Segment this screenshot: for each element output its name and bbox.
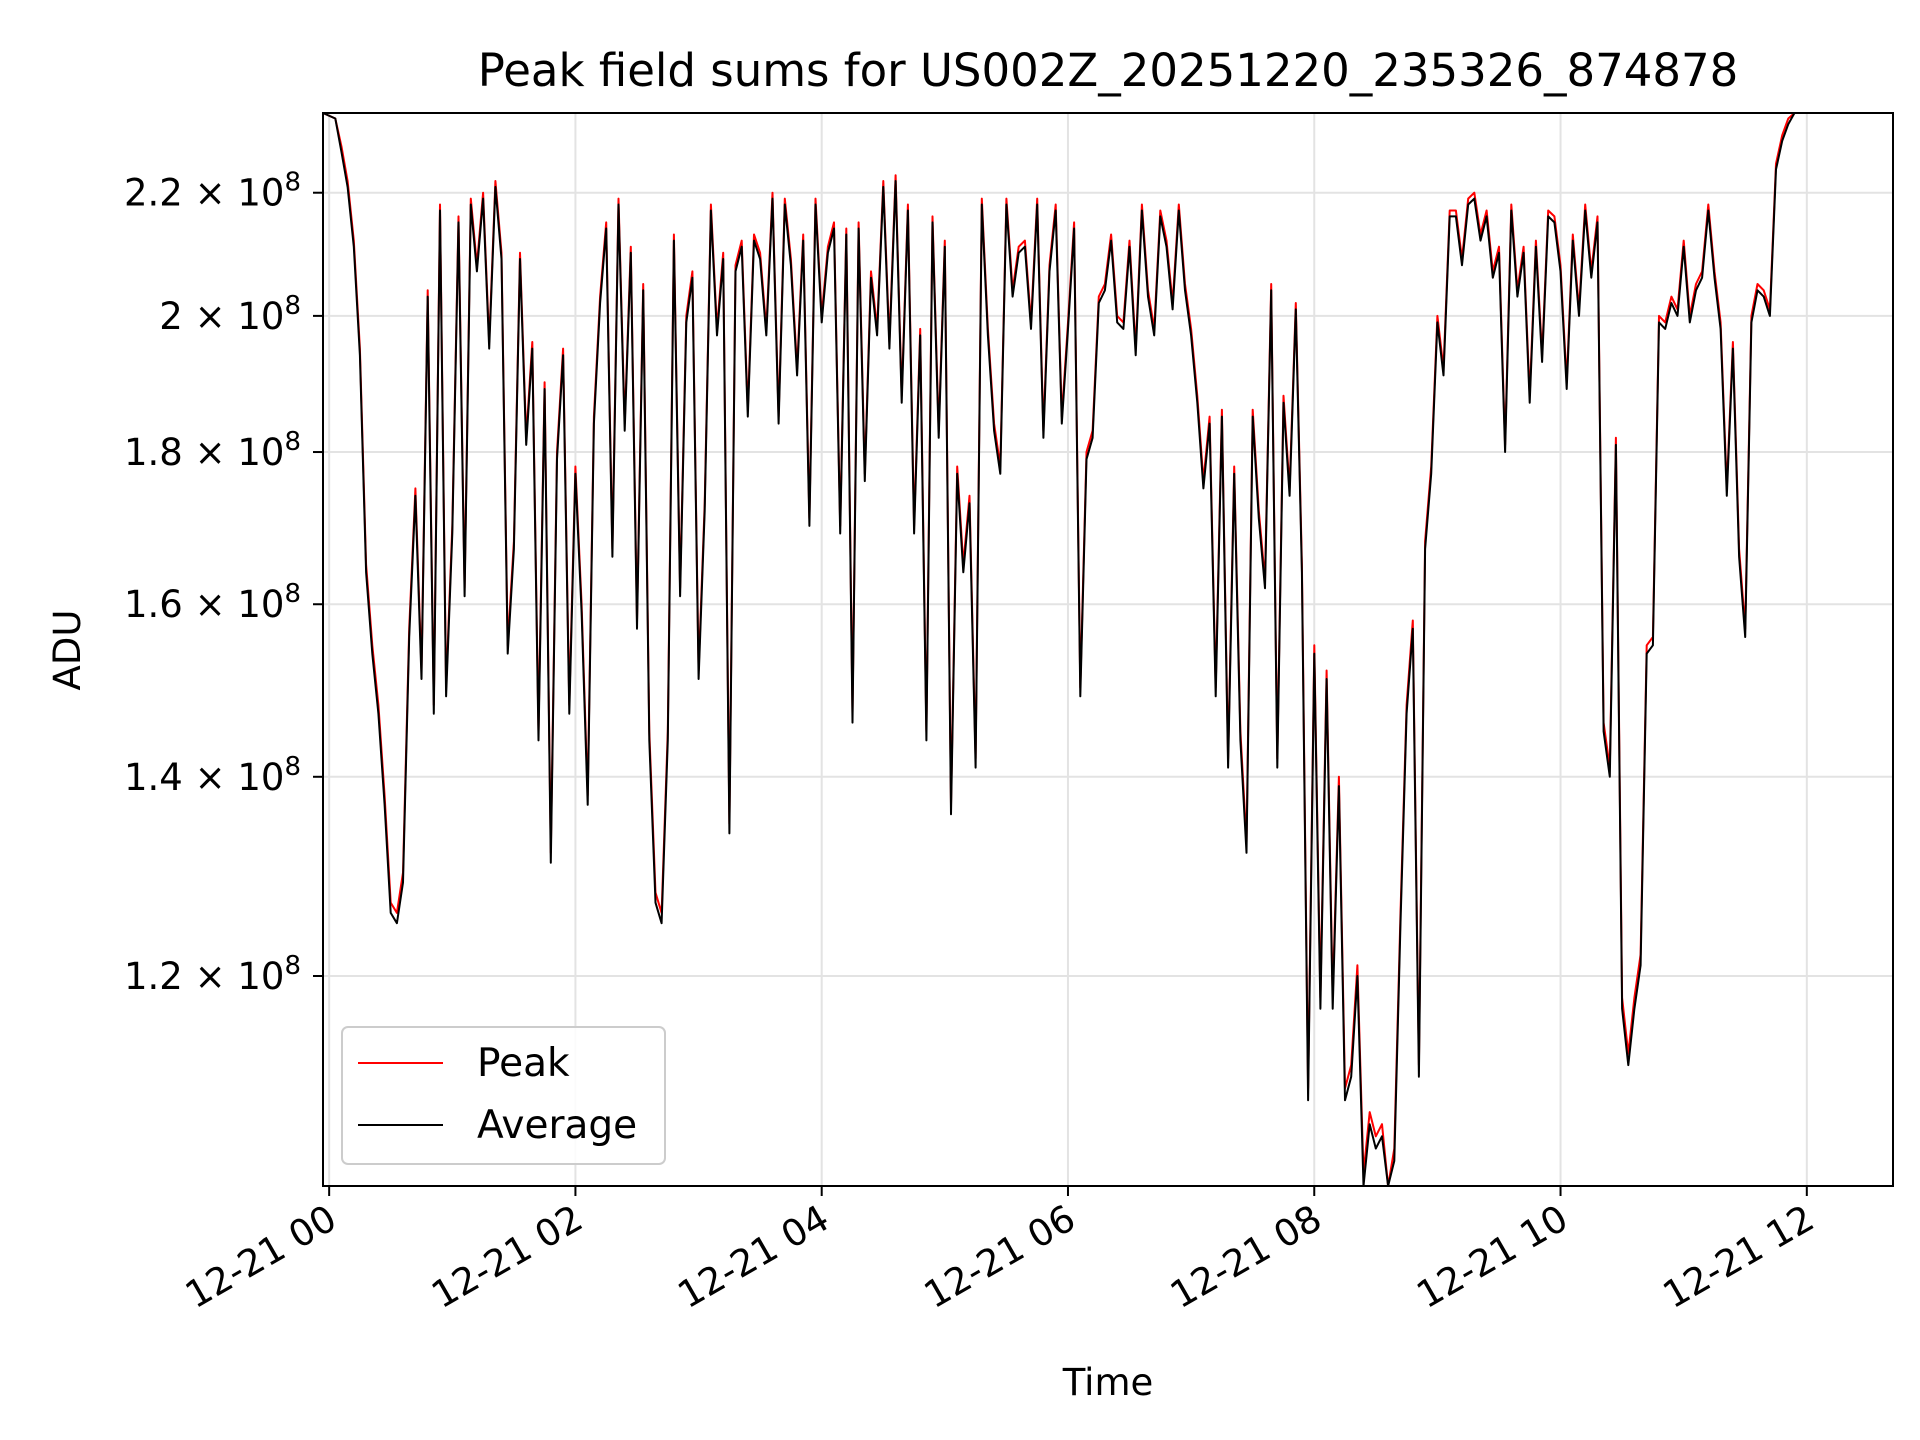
legend-label-peak: Peak bbox=[477, 1041, 570, 1086]
y-tick-label: 1.4 × 108 bbox=[124, 752, 301, 799]
legend: Peak Average bbox=[341, 1026, 666, 1165]
y-axis-label: ADU bbox=[46, 610, 89, 691]
y-axis: 1.2 × 108 1.4 × 108 1.6 × 108 1.8 × 108 2 × … bbox=[124, 168, 323, 998]
x-axis-label: Time bbox=[1062, 1361, 1154, 1404]
series-group bbox=[322, 112, 1796, 1187]
grid bbox=[323, 113, 1893, 1186]
series-line-average bbox=[322, 112, 1796, 1187]
y-tick-label: 2 × 108 bbox=[159, 291, 301, 338]
legend-label-average: Average bbox=[477, 1103, 637, 1148]
legend-box bbox=[341, 1026, 666, 1165]
y-tick-label: 2.2 × 108 bbox=[124, 168, 301, 215]
chart-title: Peak field sums for US002Z_20251220_2353… bbox=[478, 44, 1739, 97]
plot-frame bbox=[322, 112, 1894, 1187]
y-tick-label: 1.6 × 108 bbox=[124, 579, 301, 626]
y-tick-label: 1.2 × 108 bbox=[124, 951, 301, 998]
y-tick-label: 1.8 × 108 bbox=[124, 427, 301, 474]
